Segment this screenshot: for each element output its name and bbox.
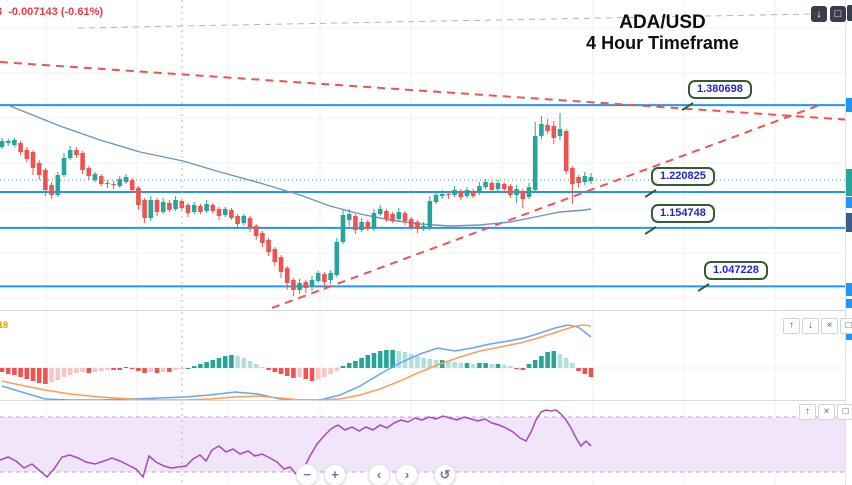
maximize-icon: □ <box>845 320 852 331</box>
price-scale-tag <box>846 283 852 296</box>
arrow-down-icon: ↓ <box>816 8 822 20</box>
macd-legend-fragment: 18 <box>0 320 9 330</box>
macd-panel-buttons: ↑ ↓ × □ <box>783 318 852 334</box>
price-scale[interactable] <box>845 0 852 485</box>
camera-icon: □ <box>834 8 842 20</box>
zoom-out-button[interactable]: − <box>296 464 318 485</box>
rsi-close-button[interactable]: × <box>818 404 835 420</box>
reset-icon: ↺ <box>439 467 451 482</box>
chart-title-timeframe: 4 Hour Timeframe <box>586 33 739 53</box>
chevron-left-icon: ‹ <box>376 467 382 482</box>
minus-icon: − <box>303 467 311 482</box>
chart-title: ADA/USD 4 Hour Timeframe <box>540 12 785 54</box>
chart-title-symbol: ADA/USD <box>619 12 706 33</box>
price-scale-tag <box>846 299 852 308</box>
price-label-text: 1.154748 <box>660 207 706 219</box>
rsi-indicator-chart[interactable] <box>0 401 852 485</box>
reset-view-button[interactable]: ↺ <box>434 464 456 485</box>
price-label-text: 1.220825 <box>660 170 706 182</box>
close-icon: × <box>823 406 830 417</box>
price-scale-tag <box>846 98 852 112</box>
price-change-legend: 3 -0.007143 (-0.61%) <box>0 6 104 18</box>
rsi-panel-buttons: ↑ × □ <box>799 404 852 420</box>
price-label-text: 1.380698 <box>697 83 743 95</box>
rsi-move-up-button[interactable]: ↑ <box>799 404 816 420</box>
macd-close-button[interactable]: × <box>821 318 838 334</box>
price-label-1154748[interactable]: 1.154748 <box>644 204 715 235</box>
price-label-1380698[interactable]: 1.380698 <box>681 80 752 111</box>
maximize-icon: □ <box>842 406 849 417</box>
rsi-maximize-button[interactable]: □ <box>837 404 852 420</box>
snapshot-button[interactable]: □ <box>830 6 846 22</box>
arrow-down-icon: ↓ <box>808 320 813 331</box>
price-label-1220825[interactable]: 1.220825 <box>644 167 715 198</box>
price-scale-tag <box>846 213 852 232</box>
scroll-left-button[interactable]: ‹ <box>368 464 390 485</box>
zoom-in-button[interactable]: + <box>324 464 346 485</box>
price-scale-tag <box>846 330 852 340</box>
price-label-1047228[interactable]: 1.047228 <box>697 261 768 292</box>
chevron-right-icon: › <box>404 467 410 482</box>
go-to-realtime-button[interactable]: ↓ <box>811 6 827 22</box>
price-scale-tag <box>846 197 852 208</box>
arrow-up-icon: ↑ <box>805 406 810 417</box>
macd-move-up-button[interactable]: ↑ <box>783 318 800 334</box>
price-scale-tag <box>846 169 852 196</box>
price-label-text: 1.047228 <box>713 264 759 276</box>
chart-navigation-bar: − + ‹ › ↺ <box>296 464 456 485</box>
macd-indicator-chart[interactable] <box>0 311 852 400</box>
arrow-up-icon: ↑ <box>789 320 794 331</box>
scroll-right-button[interactable]: › <box>396 464 418 485</box>
plus-icon: + <box>331 467 339 482</box>
macd-maximize-button[interactable]: □ <box>840 318 852 334</box>
macd-move-down-button[interactable]: ↓ <box>802 318 819 334</box>
close-icon: × <box>826 320 833 331</box>
cutoff-toolbar-icon[interactable] <box>847 5 852 21</box>
